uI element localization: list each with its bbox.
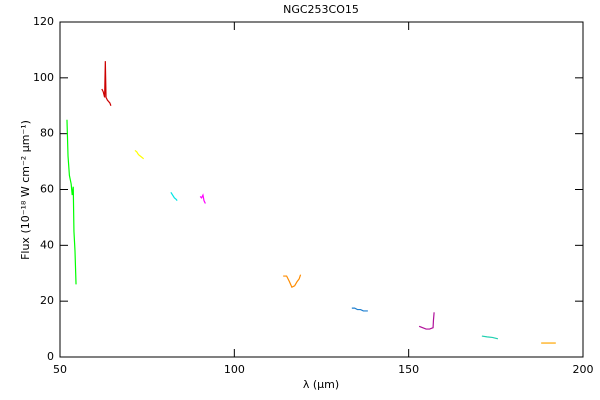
x-tick-label: 200 [573, 363, 594, 376]
data-line [418, 312, 435, 330]
y-tick-label: 20 [40, 294, 54, 307]
x-tick-label: 100 [224, 363, 245, 376]
y-tick-label: 100 [33, 71, 54, 84]
plot-frame [59, 21, 584, 358]
data-line [351, 307, 368, 312]
chart-title: NGC253CO15 [283, 3, 359, 16]
data-line [101, 61, 112, 106]
y-tick-label: 60 [40, 183, 54, 196]
data-line [283, 274, 302, 289]
data-line [481, 335, 499, 340]
data-line [66, 119, 77, 285]
x-axis-label: λ (μm) [303, 378, 339, 391]
y-tick-label: 120 [33, 15, 54, 28]
x-tick-label: 150 [398, 363, 419, 376]
x-tick-label: 50 [53, 363, 67, 376]
y-tick-label: 0 [47, 350, 54, 363]
y-tick-label: 40 [40, 238, 54, 251]
data-line [134, 149, 145, 160]
data-line [199, 193, 206, 204]
y-axis-label: Flux (10⁻¹⁸ W cm⁻² μm⁻¹) [19, 120, 32, 260]
y-tick-label: 80 [40, 127, 54, 140]
data-line [170, 191, 178, 202]
